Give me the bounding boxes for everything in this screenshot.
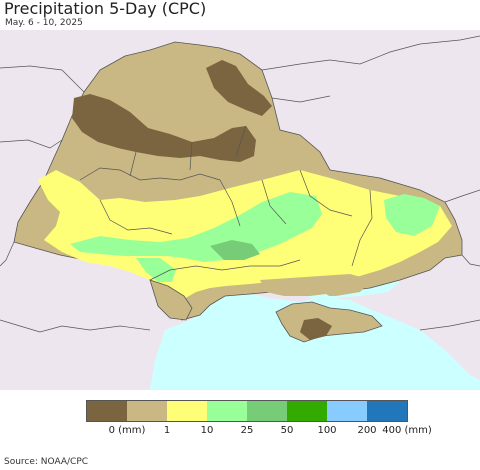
map-title: Precipitation 5-Day (CPC) bbox=[4, 0, 207, 18]
zone-50-100mm bbox=[210, 240, 260, 260]
crimea-dry-zone bbox=[300, 318, 332, 340]
legend-label-6: 200 bbox=[357, 425, 377, 436]
zone-0-1mm-northeast bbox=[206, 60, 272, 116]
legend-label-2: 10 bbox=[200, 425, 214, 436]
legend-label-0: 0 (mm) bbox=[108, 425, 146, 436]
legend-label-1: 1 bbox=[163, 425, 171, 436]
zone-1-10mm-south bbox=[260, 274, 372, 296]
legend-swatch-5 bbox=[287, 401, 327, 421]
black-sea bbox=[150, 292, 480, 390]
legend-label-3: 25 bbox=[240, 425, 254, 436]
zone-25-50mm-east bbox=[384, 194, 440, 236]
zone-25-50mm-central bbox=[70, 192, 322, 262]
southwest-lobe bbox=[149, 279, 193, 321]
legend-swatch-1 bbox=[127, 401, 167, 421]
zone-25-50mm-southwest bbox=[136, 258, 176, 282]
legend-swatch-4 bbox=[247, 401, 287, 421]
kerch-strait bbox=[310, 294, 336, 304]
source-credit: Source: NOAA/CPC bbox=[4, 457, 89, 467]
legend-label-4: 50 bbox=[280, 425, 294, 436]
legend-swatch-6 bbox=[327, 401, 367, 421]
legend-swatch-3 bbox=[207, 401, 247, 421]
legend-label-5: 100 bbox=[317, 425, 337, 436]
zone-0-1mm-north bbox=[72, 94, 256, 162]
legend-swatch-0 bbox=[87, 401, 127, 421]
precipitation-map bbox=[0, 30, 480, 390]
legend-label-7: 400 (mm) bbox=[382, 425, 432, 436]
date-range: May. 6 - 10, 2025 bbox=[5, 18, 83, 28]
legend-bar bbox=[86, 400, 408, 422]
legend-swatch-2 bbox=[167, 401, 207, 421]
legend-swatch-7 bbox=[367, 401, 407, 421]
border-lines bbox=[0, 35, 480, 333]
